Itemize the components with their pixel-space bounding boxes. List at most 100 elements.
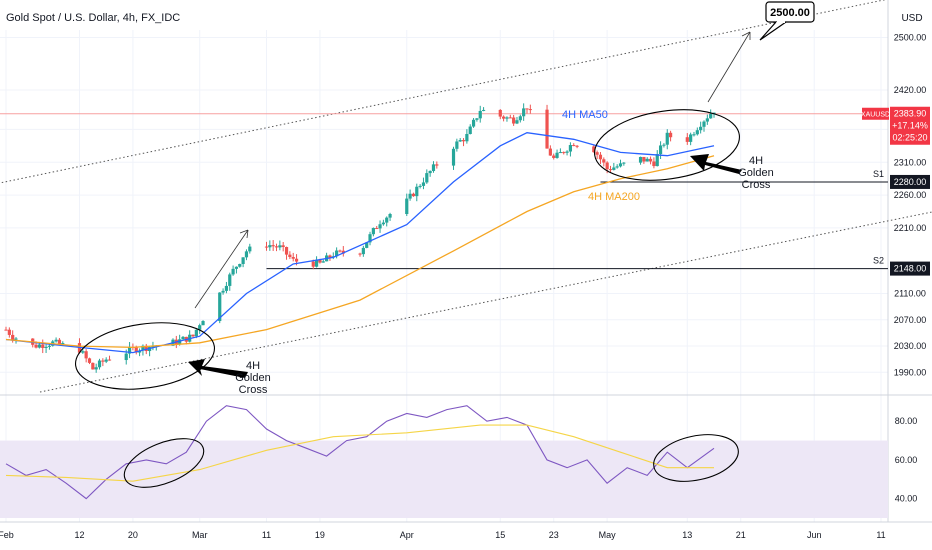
candle-body-89 <box>421 182 426 186</box>
candle-body-138 <box>652 161 656 167</box>
symbol-tag <box>862 107 889 120</box>
trend-channels <box>0 0 932 393</box>
candle-body-87 <box>415 186 419 197</box>
level-name-s1: S1 <box>873 169 884 179</box>
candle-body-73 <box>341 250 345 254</box>
candle-body-69 <box>328 255 332 258</box>
candle-body-57 <box>274 246 279 248</box>
candle-body-120 <box>565 151 569 153</box>
candle-body-58 <box>278 245 282 248</box>
candle-body-62 <box>291 257 295 259</box>
candle-body-148 <box>699 126 703 131</box>
candle-body-130 <box>612 167 616 170</box>
grid <box>0 0 932 523</box>
rsi-tick-0: 80.00 <box>895 416 918 426</box>
candle-body-126 <box>598 154 603 160</box>
price-tags: 2280.00 2148.00 XAUUSD 2383.90 +17.14% 02:25:… <box>861 106 930 276</box>
candle-body-30 <box>144 345 148 352</box>
level-tag-text-s2: 2148.00 <box>894 264 927 274</box>
price-tick-9: 1990.00 <box>894 367 927 377</box>
candle-body-44 <box>218 292 222 322</box>
candle-body-100 <box>471 119 476 127</box>
time-tick-5: 19 <box>315 530 325 540</box>
candle-body-128 <box>605 162 609 170</box>
candle-body-20 <box>97 360 102 368</box>
chart-title: Gold Spot / U.S. Dollar, 4h, FX_IDC <box>6 12 180 24</box>
candle-body-78 <box>371 228 375 235</box>
candle-body-95 <box>455 141 459 149</box>
channel-line-0 <box>0 0 887 184</box>
price-tick-3: 2310.00 <box>894 157 927 167</box>
candle-body-94 <box>451 148 456 166</box>
candle-body-108 <box>512 117 516 124</box>
annotation-ellipse-3 <box>653 434 739 482</box>
candle-body-5 <box>34 344 38 348</box>
time-tick-6: Apr <box>400 530 414 540</box>
candle-body-79 <box>375 228 379 230</box>
candle-body-16 <box>84 351 88 359</box>
candle-body-29 <box>141 345 145 351</box>
candle-body-106 <box>505 117 509 119</box>
rsi-line-0 <box>5 405 715 500</box>
candle-body-1 <box>7 329 11 335</box>
candle-body-90 <box>425 173 429 183</box>
annotation-ellipse-2 <box>123 438 205 488</box>
candle-body-116 <box>552 155 556 158</box>
candle-body-77 <box>368 234 372 243</box>
rsi-band <box>0 440 888 518</box>
candle-body-133 <box>622 162 626 164</box>
candle-body-109 <box>515 120 519 124</box>
golden-cross-1-line-0: 4H <box>246 360 260 372</box>
candle-body-6 <box>37 344 41 348</box>
candle-body-65 <box>314 259 319 267</box>
candle-body-85 <box>408 193 412 199</box>
time-tick-10: 13 <box>682 530 692 540</box>
candle-body-37 <box>181 336 185 340</box>
golden-cross-arrow-1 <box>188 359 248 378</box>
candle-countdown-text: 02:25:20 <box>892 133 927 143</box>
time-tick-0: Feb <box>0 530 14 540</box>
golden-cross-arrow-2 <box>690 154 742 174</box>
up-arrow-line-1 <box>194 229 249 309</box>
candle-body-32 <box>151 346 155 348</box>
candle-body-115 <box>548 148 552 156</box>
moving-averages <box>5 132 715 354</box>
level-tag-s2 <box>890 261 930 276</box>
candle-body-140 <box>658 145 663 155</box>
price-tick-6: 2110.00 <box>894 289 926 299</box>
candle-body-74 <box>358 253 362 255</box>
time-axis: Feb 12 20 Mar 11 19 Apr 15 23 May 13 21 Jun 11 <box>0 530 886 540</box>
price-tick-5: 2210.00 <box>894 223 927 233</box>
candle-body-93 <box>435 164 439 166</box>
candle-body-146 <box>692 134 696 136</box>
time-tick-1: 12 <box>74 530 84 540</box>
candle-body-21 <box>101 360 105 362</box>
candle-body-144 <box>685 137 689 142</box>
symbol-tag-text: XAUUSD <box>861 112 890 119</box>
candle-body-63 <box>294 258 299 262</box>
candle-body-15 <box>81 351 85 353</box>
candle-body-80 <box>378 224 382 229</box>
level-name-s2: S2 <box>873 256 884 266</box>
candle-body-41 <box>194 329 198 337</box>
candle-body-2 <box>11 334 15 340</box>
currency-label: USD <box>901 13 922 24</box>
candle-body-25 <box>127 346 132 354</box>
candle-body-7 <box>41 344 45 348</box>
candle-body-149 <box>702 121 706 127</box>
candle-body-64 <box>311 261 315 267</box>
golden-cross-2-line-1: Golden <box>738 167 773 179</box>
candle-body-45 <box>221 290 225 293</box>
candle-body-112 <box>525 108 529 110</box>
candle-body-9 <box>47 345 52 347</box>
candle-body-82 <box>385 217 389 223</box>
candle-body-54 <box>264 246 269 248</box>
ma50-label: 4H MA50 <box>562 109 608 121</box>
candle-body-59 <box>281 245 285 248</box>
candle-body-43 <box>201 321 205 326</box>
candle-body-49 <box>234 266 239 269</box>
time-tick-2: 20 <box>128 530 138 540</box>
candle-body-136 <box>645 158 649 162</box>
